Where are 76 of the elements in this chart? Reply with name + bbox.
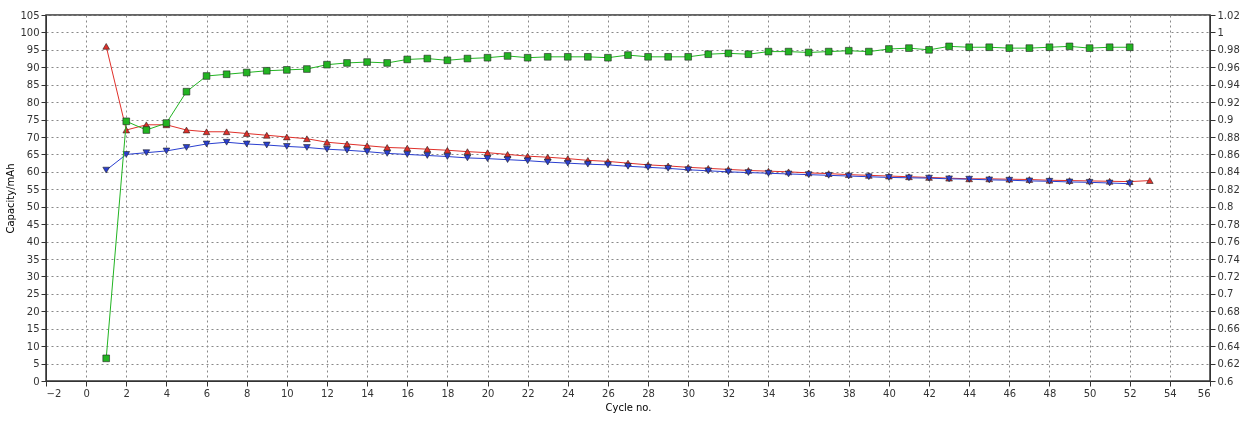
y2-tick-label: 1.02 — [1217, 9, 1240, 21]
y2-tick-label: 0.66 — [1217, 323, 1240, 335]
y2-tick-label: 0.78 — [1217, 218, 1240, 230]
x-tick-label: 42 — [923, 387, 936, 399]
y-tick-label: 65 — [26, 148, 40, 160]
y2-tick-label: 0.84 — [1217, 166, 1240, 178]
y2-tick-label: 1 — [1217, 26, 1224, 38]
y-axis-title: Capacity/mAh — [5, 163, 17, 234]
y-tick-label: 100 — [20, 26, 40, 38]
y-tick-label: 60 — [26, 166, 40, 178]
y2-tick-label: 0.74 — [1217, 253, 1240, 265]
y2-tick-label: 0.68 — [1217, 305, 1240, 317]
y-tick-label: 15 — [26, 323, 40, 335]
x-tick-label: 38 — [842, 387, 856, 399]
y-tick-label: 20 — [26, 305, 40, 317]
x-tick-label: 32 — [722, 387, 736, 399]
y-tick-label: 105 — [20, 9, 40, 21]
x-tick-label: 14 — [361, 387, 374, 399]
y2-tick-label: 0.64 — [1217, 340, 1240, 352]
x-tick-label: 2 — [123, 387, 130, 399]
y-tick-label: 80 — [26, 96, 40, 108]
y-tick-label: 35 — [26, 253, 40, 265]
y2-tick-label: 0.88 — [1217, 131, 1240, 143]
y2-tick-label: 0.94 — [1217, 79, 1240, 91]
x-tick-label: 26 — [602, 387, 615, 399]
x-tick-label: 22 — [521, 387, 535, 399]
y-tick-label: 85 — [26, 79, 40, 91]
y-tick-label: 75 — [26, 114, 40, 126]
x-tick-label: −2 — [46, 387, 62, 399]
y2-tick-label: 0.9 — [1217, 114, 1234, 126]
x-tick-label: 0 — [83, 387, 90, 399]
x-tick-label: 28 — [642, 387, 655, 399]
x-tick-label: 4 — [163, 387, 171, 399]
x-tick-label: 54 — [1163, 387, 1177, 399]
x-tick-label: 40 — [883, 387, 896, 399]
y2-tick-label: 0.7 — [1217, 288, 1234, 300]
x-tick-label: 24 — [561, 387, 575, 399]
y2-tick-label: 0.62 — [1217, 358, 1240, 370]
y-tick-label: 30 — [26, 270, 40, 282]
y2-tick-label: 0.72 — [1217, 270, 1240, 282]
x-axis-title: Cycle no. — [605, 401, 652, 413]
x-tick-label: 56 — [1197, 387, 1211, 399]
y-tick-label: 55 — [26, 183, 40, 195]
x-tick-label: 8 — [244, 387, 251, 399]
x-tick-label: 36 — [802, 387, 816, 399]
x-tick-label: 46 — [1003, 387, 1017, 399]
y2-tick-label: 0.98 — [1217, 44, 1240, 56]
x-tick-label: 34 — [762, 387, 776, 399]
x-tick-label: 50 — [1083, 387, 1097, 399]
x-tick-label: 52 — [1123, 387, 1137, 399]
y2-tick-label: 0.86 — [1217, 148, 1240, 160]
x-tick-label: 18 — [441, 387, 455, 399]
y2-tick-label: 0.6 — [1217, 375, 1234, 387]
x-tick-label: 48 — [1043, 387, 1057, 399]
y-tick-label: 70 — [26, 131, 40, 143]
x-tick-label: 10 — [280, 387, 294, 399]
x-tick-label: 20 — [481, 387, 495, 399]
y2-tick-label: 0.76 — [1217, 236, 1240, 248]
y-tick-label: 5 — [33, 358, 40, 370]
y-tick-label: 25 — [26, 288, 40, 300]
x-tick-label: 6 — [203, 387, 211, 399]
y2-tick-label: 0.82 — [1217, 183, 1240, 195]
y-tick-label: 45 — [26, 218, 40, 230]
y-tick-label: 90 — [26, 61, 40, 73]
y-tick-label: 0 — [33, 375, 40, 387]
y-tick-label: 50 — [26, 201, 40, 213]
y-tick-label: 10 — [26, 340, 40, 352]
y2-tick-label: 0.8 — [1217, 201, 1234, 213]
x-tick-label: 16 — [401, 387, 415, 399]
x-tick-label: 12 — [321, 387, 334, 399]
y2-tick-label: 0.96 — [1217, 61, 1240, 73]
y-tick-label: 95 — [26, 44, 40, 56]
x-tick-label: 30 — [682, 387, 696, 399]
x-tick-label: 44 — [963, 387, 977, 399]
y2-tick-label: 0.92 — [1217, 96, 1240, 108]
y-tick-label: 40 — [26, 236, 40, 248]
